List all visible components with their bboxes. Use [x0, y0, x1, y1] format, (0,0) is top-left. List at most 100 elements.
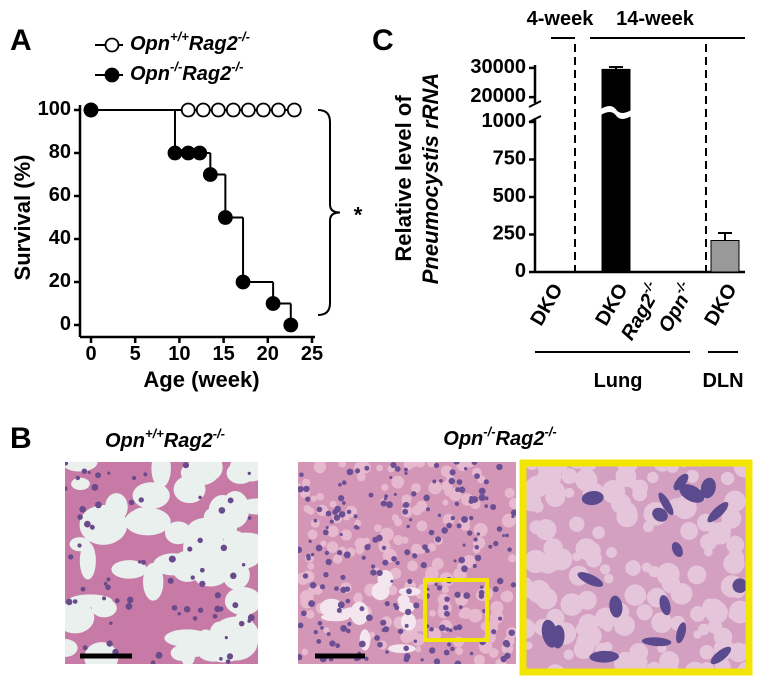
- tissue-texture: [404, 653, 411, 660]
- tissue-texture: [103, 581, 108, 586]
- tissue-texture: [501, 590, 514, 603]
- bar: [710, 240, 740, 273]
- tissue-texture: [313, 630, 318, 635]
- tissue-texture: [581, 491, 604, 506]
- tissue-texture: [229, 462, 258, 482]
- tissue-texture: [471, 462, 478, 466]
- tissue-texture: [474, 545, 480, 550]
- tissue-texture: [583, 474, 594, 484]
- tissue-texture: [128, 499, 135, 506]
- tissue-texture: [322, 529, 329, 536]
- tissue-texture: [299, 472, 304, 478]
- tissue-texture: [345, 505, 358, 518]
- tissue-texture: [490, 504, 497, 511]
- tissue-texture: [400, 612, 417, 631]
- tissue-texture: [168, 555, 176, 563]
- tissue-texture: [65, 462, 98, 472]
- tissue-texture: [443, 610, 450, 617]
- tissue-texture: [402, 508, 409, 515]
- tissue-texture: [137, 560, 142, 564]
- tissue-texture: [720, 471, 735, 486]
- tissue-texture: [106, 640, 113, 647]
- tissue-texture: [496, 463, 503, 471]
- tissue-texture: [504, 487, 515, 499]
- annotation: *: [354, 202, 363, 227]
- tissue-texture: [338, 511, 346, 518]
- tissue-texture: [87, 471, 91, 475]
- tissue-texture: [320, 540, 327, 547]
- tissue-texture: [390, 579, 394, 583]
- legend-marker: [104, 67, 120, 83]
- group-label: 4-week: [527, 8, 595, 30]
- tissue-texture: [450, 515, 456, 521]
- tissue-texture: [685, 469, 699, 483]
- tissue-texture: [197, 607, 204, 613]
- tissue-texture: [337, 549, 343, 556]
- tissue-texture: [431, 557, 444, 570]
- tissue-texture: [453, 625, 458, 631]
- tissue-texture: [412, 553, 418, 559]
- tissue-texture: [247, 471, 251, 476]
- tissue-texture: [198, 495, 202, 500]
- tissue-texture: [219, 657, 223, 661]
- tissue-texture: [702, 598, 725, 621]
- tissue-texture: [307, 529, 318, 540]
- tissue-texture: [508, 497, 516, 510]
- tissue-texture: [409, 518, 413, 522]
- tissue-texture: [448, 628, 453, 633]
- tissue-texture: [201, 631, 247, 663]
- tissue-texture: [324, 550, 330, 556]
- tissue-texture: [109, 621, 113, 626]
- tissue-texture: [346, 509, 352, 515]
- tissue-texture: [305, 609, 315, 619]
- tissue-texture: [339, 532, 343, 537]
- tissue-texture: [658, 492, 674, 516]
- tissue-texture: [700, 477, 716, 499]
- tissue-texture: [326, 632, 331, 637]
- histology-image: [520, 460, 752, 675]
- tissue-texture: [91, 598, 117, 618]
- tissue-texture: [347, 621, 352, 626]
- tissue-texture: [473, 654, 486, 664]
- tissue-texture: [415, 646, 422, 653]
- tissue-texture: [340, 574, 346, 580]
- tissue-texture: [393, 492, 397, 496]
- tissue-texture: [439, 624, 446, 632]
- y-tick-label: 1000: [482, 110, 527, 132]
- tissue-texture: [84, 642, 119, 664]
- tissue-texture: [385, 650, 389, 654]
- tissue-texture: [199, 567, 205, 573]
- tissue-texture: [404, 549, 411, 556]
- tissue-texture: [462, 543, 466, 547]
- tissue-texture: [384, 494, 389, 499]
- tissue-texture: [355, 468, 361, 474]
- tissue-texture: [356, 472, 366, 482]
- tissue-texture: [341, 607, 363, 618]
- tissue-texture: [455, 487, 461, 493]
- tissue-texture: [358, 640, 366, 648]
- tissue-texture: [563, 649, 574, 660]
- tissue-texture: [394, 466, 401, 472]
- tissue-texture: [505, 533, 509, 538]
- tissue-texture: [94, 501, 102, 509]
- tissue-texture: [469, 651, 474, 656]
- tissue-texture: [449, 469, 456, 476]
- tissue-texture: [395, 560, 400, 566]
- y-tick-label: 30000: [470, 56, 526, 78]
- tissue-texture: [332, 554, 343, 564]
- tissue-texture: [95, 472, 101, 479]
- tissue-texture: [65, 601, 95, 634]
- tissue-texture: [102, 596, 107, 601]
- tissue-texture: [467, 530, 473, 536]
- tissue-texture: [434, 582, 438, 587]
- tissue-texture: [197, 537, 203, 544]
- y-tick-label: 20000: [470, 85, 526, 107]
- tissue-texture: [325, 558, 332, 566]
- tissue-texture: [316, 492, 324, 501]
- tissue-texture: [724, 490, 746, 512]
- tissue-texture: [589, 650, 620, 663]
- tissue-texture: [307, 507, 315, 515]
- tissue-texture: [416, 500, 428, 512]
- tissue-texture: [84, 520, 91, 528]
